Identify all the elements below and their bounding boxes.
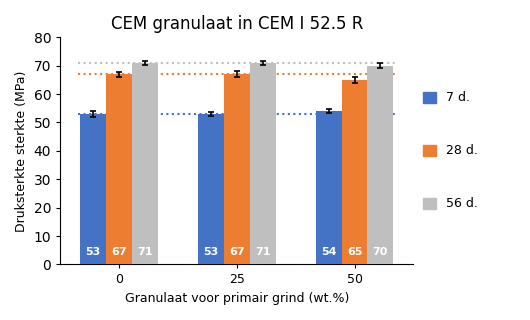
Title: CEM granulaat in CEM I 52.5 R: CEM granulaat in CEM I 52.5 R [111,15,363,33]
Bar [367,66,393,264]
Bar [224,74,250,264]
Text: 70: 70 [373,247,388,257]
Bar [106,74,132,264]
Text: 53: 53 [85,247,101,257]
Text: 65: 65 [347,247,363,257]
Bar [198,114,224,264]
Bar [316,111,341,264]
Text: 67: 67 [111,247,127,257]
Text: 71: 71 [255,247,270,257]
Text: 54: 54 [321,247,337,257]
Bar [341,80,367,264]
Bar [250,63,276,264]
Legend: 7 d., 28 d., 56 d.: 7 d., 28 d., 56 d. [423,92,478,210]
Bar [80,114,106,264]
Text: 71: 71 [137,247,153,257]
Text: 53: 53 [204,247,218,257]
Bar [132,63,158,264]
Text: 67: 67 [229,247,245,257]
X-axis label: Granulaat voor primair grind (wt.%): Granulaat voor primair grind (wt.%) [125,292,349,305]
Y-axis label: Druksterkte sterkte (MPa): Druksterkte sterkte (MPa) [15,70,28,232]
